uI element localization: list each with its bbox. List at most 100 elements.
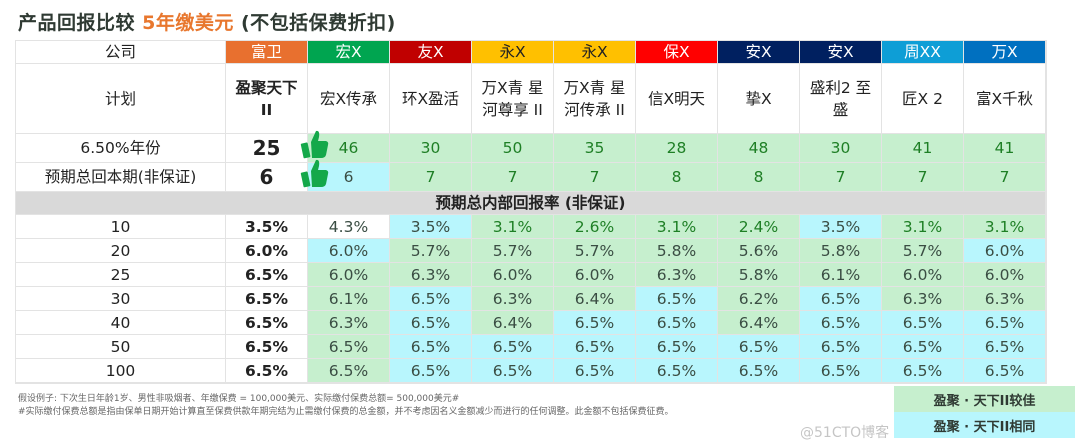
year-label-text: 50 <box>110 337 131 356</box>
irr-value-text: 5.7% <box>492 241 533 260</box>
irr-value: 6.5% <box>226 359 308 383</box>
breakeven-value-text: 30 <box>420 139 441 157</box>
irr-value: 6.5% <box>636 359 718 383</box>
irr-value: 3.5% <box>226 215 308 239</box>
company-header: 永X <box>472 41 554 64</box>
plan-name: 宏X传承 <box>308 64 390 134</box>
breakeven-value-text: 50 <box>502 139 523 157</box>
irr-value: 3.5% <box>390 215 472 239</box>
breakeven-value: 48 <box>718 134 800 163</box>
plan-name: 万X青 星河传承 II <box>554 64 636 134</box>
irr-value-text: 6.1% <box>820 265 861 284</box>
company-header: 宏X <box>308 41 390 64</box>
plan-name: 盈聚天下 II <box>226 64 308 134</box>
irr-value: 6.5% <box>554 335 636 359</box>
company-label: 公司 <box>16 41 226 64</box>
irr-value: 6.5% <box>636 311 718 335</box>
irr-value: 6.5% <box>800 311 882 335</box>
irr-value: 6.0% <box>226 239 308 263</box>
company-header-text: 万X <box>991 43 1018 61</box>
irr-value: 6.5% <box>800 287 882 311</box>
plan-name-text: 挚X <box>745 89 772 108</box>
payback-value-text: 7 <box>507 168 518 186</box>
irr-value: 6.5% <box>882 359 964 383</box>
payback-value: 7 <box>554 163 636 192</box>
irr-value: 3.1% <box>964 215 1046 239</box>
breakeven-value-text: 48 <box>748 139 769 157</box>
irr-value: 6.5% <box>226 287 308 311</box>
irr-value-text: 6.5% <box>574 361 615 380</box>
plan-label: 计划 <box>16 64 226 134</box>
company-header-text: 保X <box>663 43 690 61</box>
payback-label-text: 预期总回本期(非保证) <box>44 168 197 186</box>
irr-value-text: 6.5% <box>984 337 1025 356</box>
irr-value-text: 6.0% <box>492 265 533 284</box>
company-header-text: 宏X <box>335 43 362 61</box>
irr-value-text: 3.1% <box>492 217 533 236</box>
plan-name: 盛利2 至盛 <box>800 64 882 134</box>
irr-value-text: 6.4% <box>738 313 779 332</box>
irr-value-text: 5.7% <box>410 241 451 260</box>
company-header: 安X <box>718 41 800 64</box>
irr-value-text: 6.5% <box>984 313 1025 332</box>
irr-value-text: 6.5% <box>574 313 615 332</box>
irr-value-text: 6.0% <box>328 265 369 284</box>
irr-value: 3.1% <box>882 215 964 239</box>
thumbs-up-icon <box>300 130 329 159</box>
irr-value: 6.4% <box>472 311 554 335</box>
payback-value: 7 <box>472 163 554 192</box>
irr-value: 6.0% <box>308 239 390 263</box>
company-header: 保X <box>636 41 718 64</box>
irr-value-text: 3.1% <box>984 217 1025 236</box>
irr-value: 6.5% <box>636 287 718 311</box>
breakeven-value: 30 <box>390 134 472 163</box>
irr-value-text: 6.3% <box>902 289 943 308</box>
irr-value: 4.3% <box>308 215 390 239</box>
irr-value-text: 6.4% <box>492 313 533 332</box>
company-header-text: 永X <box>581 43 608 61</box>
irr-value: 6.3% <box>390 263 472 287</box>
plan-name-text: 信X明天 <box>647 89 706 108</box>
footnotes: 假设例子: 下次生日年龄1岁、男性非吸烟者、年缴保费 = 100,000美元、实… <box>18 393 788 419</box>
irr-value: 6.5% <box>390 335 472 359</box>
plan-name-text: 匠X 2 <box>902 89 943 108</box>
plan-name: 环X盈活 <box>390 64 472 134</box>
year-label: 40 <box>16 311 226 335</box>
payback-value-text: 7 <box>999 168 1010 186</box>
irr-value-text: 6.3% <box>328 313 369 332</box>
irr-value: 6.0% <box>308 263 390 287</box>
irr-value: 6.5% <box>308 335 390 359</box>
breakeven-value: 35 <box>554 134 636 163</box>
company-header: 周XX <box>882 41 964 64</box>
plan-name-text: 富X千秋 <box>975 89 1034 108</box>
irr-value-text: 6.0% <box>574 265 615 284</box>
company-header-text: 周XX <box>904 43 941 61</box>
irr-value-text: 6.5% <box>656 313 697 332</box>
irr-value-text: 5.7% <box>902 241 943 260</box>
irr-value: 6.5% <box>554 359 636 383</box>
legend: 盈聚 · 天下II较佳 盈聚 · 天下II相同 <box>894 386 1075 438</box>
plan-name: 挚X <box>718 64 800 134</box>
irr-value-text: 6.5% <box>410 361 451 380</box>
irr-value: 6.0% <box>964 239 1046 263</box>
irr-value-text: 3.5% <box>820 217 861 236</box>
payback-value-text: 8 <box>753 168 764 186</box>
irr-value-text: 2.4% <box>738 217 779 236</box>
irr-value-text: 6.5% <box>738 337 779 356</box>
payback-value-text: 7 <box>835 168 846 186</box>
irr-value: 6.0% <box>964 263 1046 287</box>
company-header-text: 友X <box>417 43 444 61</box>
year-label: 25 <box>16 263 226 287</box>
watermark: @51CTO博客 <box>800 425 890 441</box>
year-label: 10 <box>16 215 226 239</box>
irr-value: 5.7% <box>882 239 964 263</box>
plan-name-text: 环X盈活 <box>401 89 460 108</box>
irr-value: 5.8% <box>718 263 800 287</box>
payback-value: 7 <box>964 163 1046 192</box>
irr-value-text: 6.0% <box>984 241 1025 260</box>
plan-name-text: 万X青 星河传承 II <box>563 78 626 119</box>
breakeven-label-text: 6.50%年份 <box>80 139 161 157</box>
year-label: 50 <box>16 335 226 359</box>
year-label: 100 <box>16 359 226 383</box>
plan-label-text: 计划 <box>104 89 136 108</box>
